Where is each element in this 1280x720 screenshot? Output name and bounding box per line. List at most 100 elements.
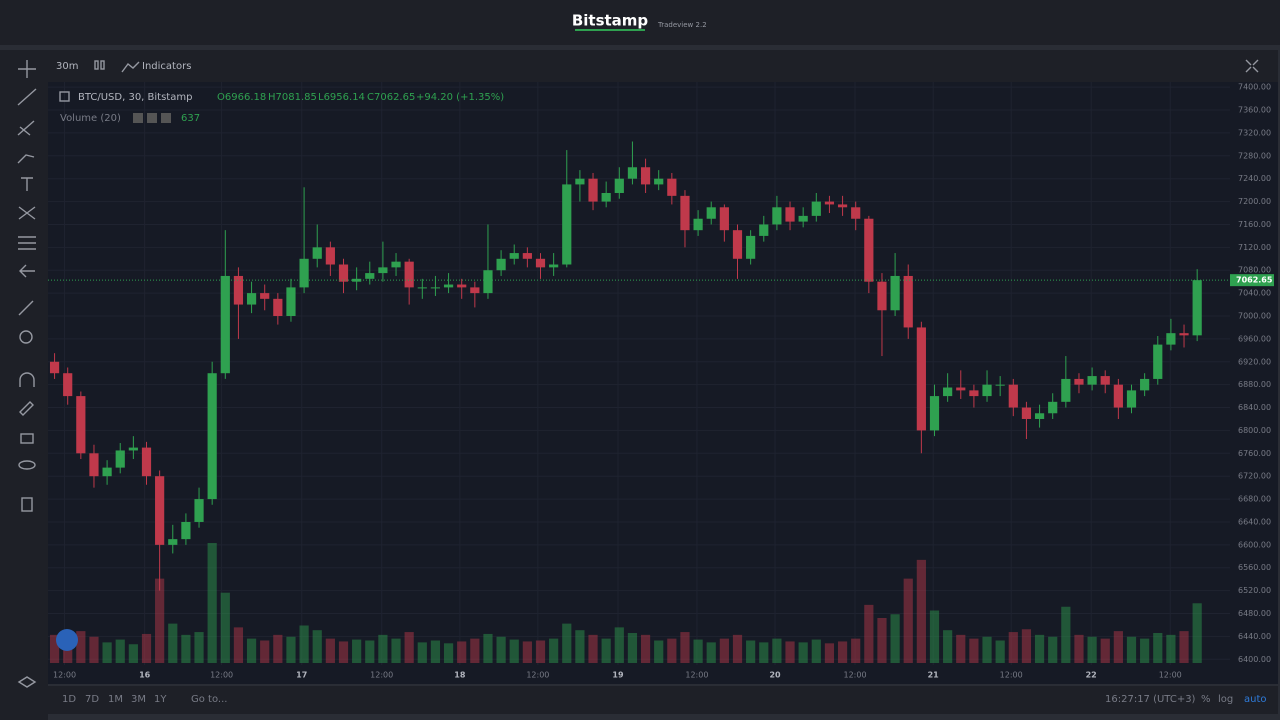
interval[interactable]: 30m	[56, 61, 78, 72]
percent-toggle[interactable]: %	[1201, 694, 1211, 705]
price-axis	[1230, 82, 1278, 665]
volume-bar	[535, 640, 546, 663]
candle-body	[155, 476, 165, 545]
candle-body	[588, 178, 598, 202]
y-tick-label: 7200.00	[1238, 197, 1271, 206]
candle-body	[1074, 378, 1084, 385]
candle-body	[1192, 280, 1202, 336]
volume-bar	[443, 643, 454, 663]
y-tick-label: 7160.00	[1238, 220, 1271, 229]
candle-body	[811, 201, 821, 216]
x-tick-label: 12:00	[685, 671, 708, 680]
auto-toggle[interactable]: auto	[1244, 694, 1267, 705]
candle-body	[614, 178, 624, 193]
candle-body	[798, 215, 808, 222]
volume-bar	[969, 638, 979, 663]
clock: 16:27:17 (UTC+3)	[1105, 694, 1196, 705]
volume-bar	[1074, 634, 1084, 663]
range-button[interactable]: 1M	[108, 694, 123, 705]
candle-body	[877, 281, 887, 311]
candle-body	[220, 275, 230, 374]
candle-body	[260, 293, 270, 299]
candle-body	[470, 287, 480, 294]
range-button[interactable]: 7D	[85, 694, 99, 705]
volume-bar	[562, 623, 572, 663]
drawing-tools[interactable]	[17, 60, 37, 688]
volume-bar	[470, 638, 480, 663]
volume-bar	[1100, 638, 1110, 663]
last-price-label: 7062.65	[1236, 276, 1273, 285]
volume-bar	[1048, 636, 1058, 663]
y-tick-label: 6920.00	[1238, 357, 1271, 366]
volume-bar	[824, 643, 835, 663]
candle-body	[102, 467, 112, 477]
legend-open: O6966.18	[217, 92, 266, 103]
candle-body	[365, 273, 375, 279]
volume-bar	[588, 634, 598, 663]
indicators-icon[interactable]	[121, 61, 140, 73]
volume-bar	[522, 641, 532, 663]
candle-body	[1166, 333, 1176, 345]
candle-body	[325, 247, 335, 265]
candle-body	[76, 396, 86, 454]
volume-buttons[interactable]	[133, 113, 171, 123]
volume-bar	[601, 638, 611, 663]
fullscreen-icon[interactable]	[1245, 59, 1259, 73]
candle-body	[732, 230, 743, 259]
range-button[interactable]: 3M	[131, 694, 146, 705]
candle-body	[680, 195, 690, 231]
x-tick-label: 18	[454, 671, 466, 680]
x-tick-label: 12:00	[53, 671, 76, 680]
volume-bar	[430, 640, 441, 663]
x-tick-label: 20	[769, 671, 781, 680]
x-tick-label: 16	[139, 671, 151, 680]
volume-value: 637	[181, 113, 200, 124]
candle-body	[1021, 407, 1032, 419]
candle-body	[63, 373, 73, 397]
log-toggle[interactable]: log	[1218, 694, 1233, 705]
volume-bar	[1113, 631, 1123, 663]
indicators-button[interactable]: Indicators	[142, 61, 191, 72]
candle-body	[1087, 376, 1097, 385]
candle-type-icon[interactable]	[94, 60, 105, 70]
volume-bar	[352, 639, 362, 663]
brand[interactable]: Bitstamp	[572, 12, 649, 30]
volume-bar	[640, 634, 651, 663]
candle-body	[575, 178, 585, 185]
candle-body	[943, 387, 953, 397]
goto[interactable]: Go to...	[191, 694, 227, 705]
header-bar	[0, 0, 1280, 45]
volume-bar	[49, 634, 60, 663]
candle-body	[1140, 378, 1150, 391]
y-tick-label: 6560.00	[1238, 563, 1271, 572]
volume-bar	[128, 644, 138, 663]
candle-body	[168, 539, 178, 545]
volume-bar	[155, 578, 165, 663]
volume-bar	[982, 636, 992, 663]
candle-body	[233, 275, 244, 305]
candle-body	[299, 258, 309, 288]
volume-bar	[299, 625, 309, 663]
range-button[interactable]: 1Y	[154, 694, 167, 705]
logo-badge[interactable]	[56, 629, 78, 651]
x-tick-label: 17	[296, 671, 307, 680]
candle-body	[864, 218, 874, 282]
volume-bar	[811, 639, 821, 663]
y-tick-label: 6880.00	[1238, 380, 1271, 389]
candle-body	[601, 192, 611, 202]
x-tick-label: 12:00	[844, 671, 867, 680]
candle-body	[338, 264, 349, 282]
volume-bar	[759, 642, 769, 663]
volume-bar	[1087, 636, 1097, 663]
y-tick-label: 6520.00	[1238, 586, 1271, 595]
legend-toggle[interactable]	[59, 91, 70, 102]
volume-bar	[995, 640, 1005, 663]
volume-bar	[378, 634, 388, 663]
volume-bar	[246, 638, 257, 663]
volume-bar	[614, 627, 624, 663]
volume-bar	[1021, 629, 1032, 663]
candle-body	[929, 396, 940, 431]
volume-bar	[1061, 606, 1071, 663]
range-button[interactable]: 1D	[62, 694, 76, 705]
